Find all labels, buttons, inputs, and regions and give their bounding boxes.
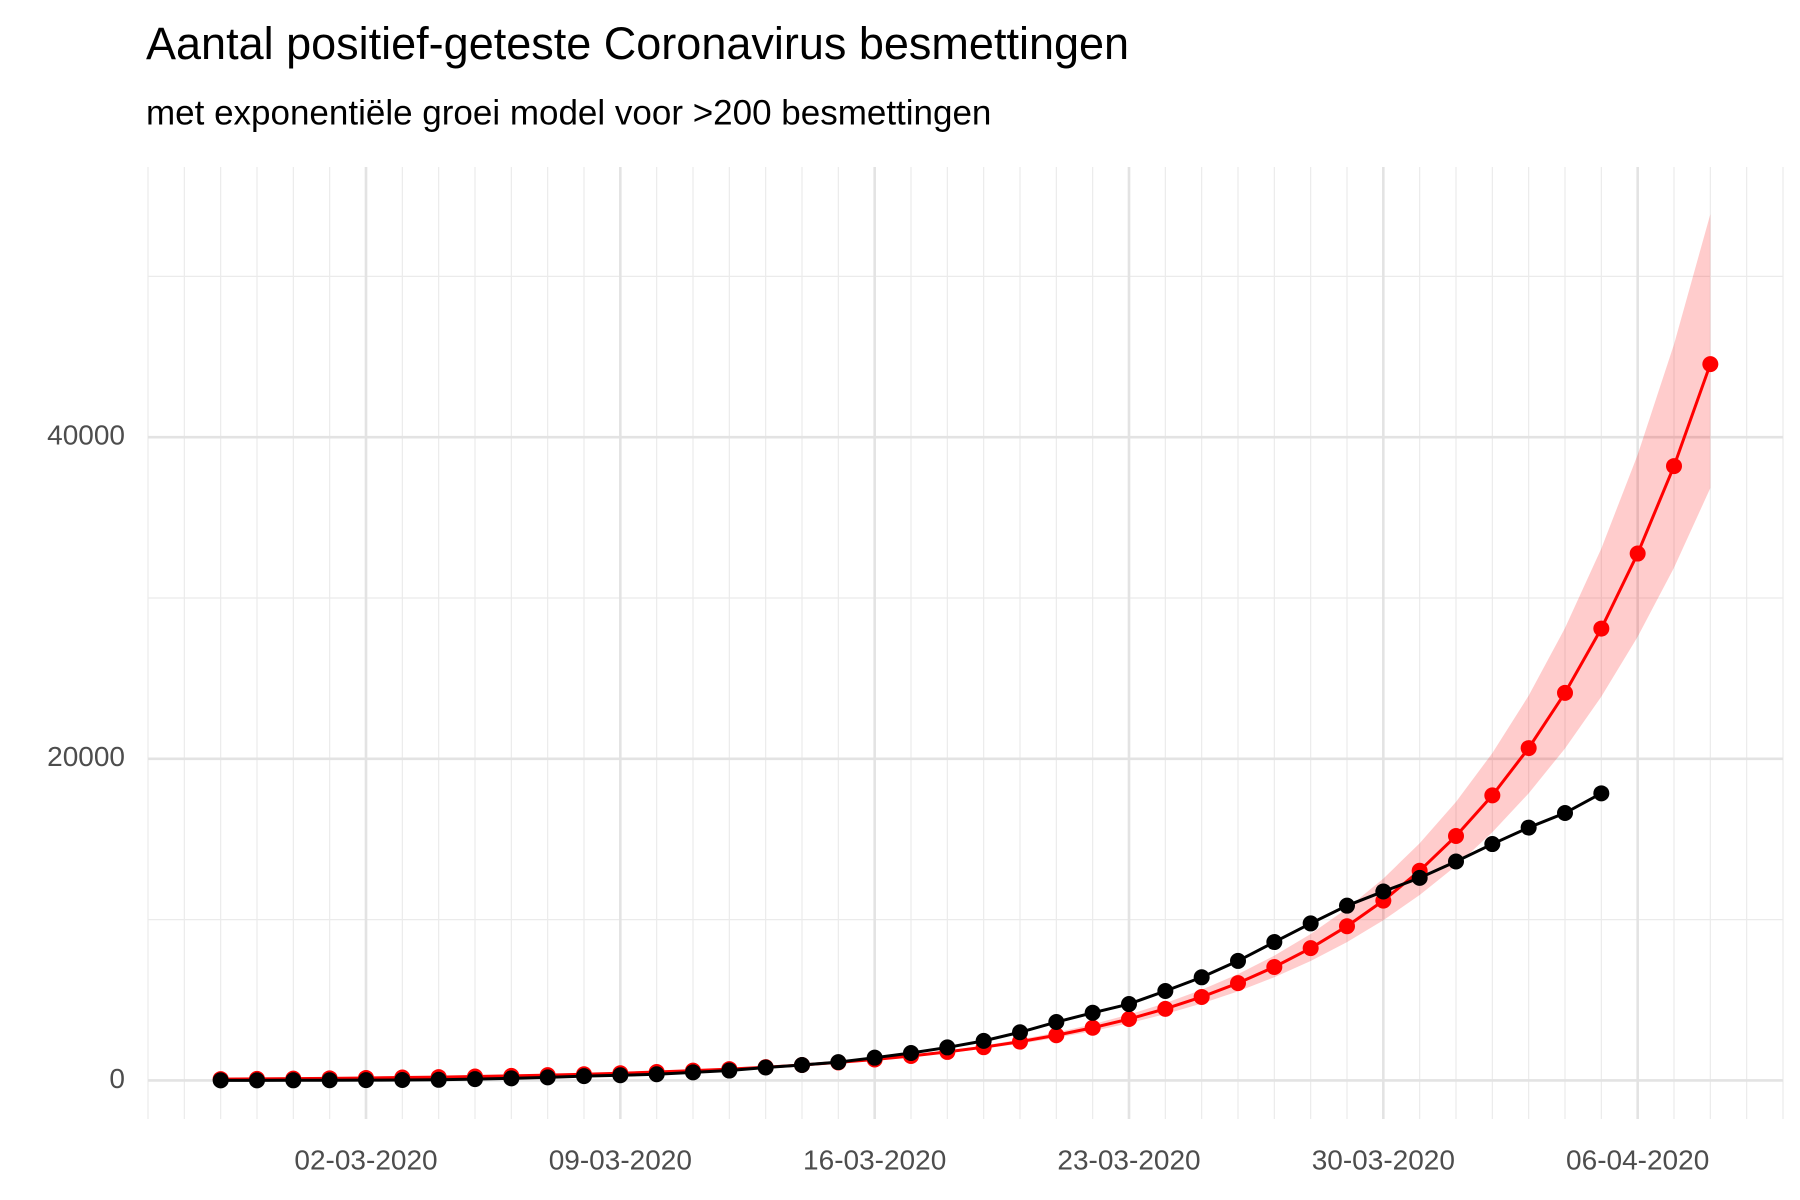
data-point: [1702, 356, 1719, 373]
data-point: [539, 1069, 556, 1086]
data-point: [830, 1054, 847, 1071]
series-line: [220, 363, 1712, 1081]
x-tick-label: 09-03-2020: [549, 1144, 692, 1175]
data-point: [1266, 934, 1283, 951]
data-point: [1557, 684, 1573, 701]
data-point: [503, 1070, 520, 1087]
data-point: [1520, 740, 1537, 757]
data-point: [1048, 1014, 1065, 1031]
data-point: [1084, 1004, 1101, 1021]
data-point: [430, 1071, 447, 1088]
data-point: [1593, 620, 1610, 637]
data-point: [212, 1072, 229, 1089]
data-point: [1520, 819, 1537, 836]
data-point: [1048, 1027, 1065, 1044]
data-point: [1121, 996, 1137, 1013]
x-tick-label: 02-03-2020: [294, 1144, 437, 1175]
data-point: [1375, 883, 1392, 900]
data-point: [757, 1059, 774, 1076]
data-point: [721, 1062, 738, 1079]
data-point: [1448, 853, 1464, 870]
data-point: [1448, 827, 1464, 844]
x-tick-label: 16-03-2020: [803, 1144, 946, 1175]
data-point: [1339, 918, 1355, 935]
data-point: [1302, 915, 1319, 932]
data-point: [1484, 836, 1501, 853]
x-tick-label: 06-04-2020: [1566, 1144, 1709, 1175]
axis-labels: 0 20000 40000 02-03-2020 09-03-2020 16-03-202…: [47, 420, 1709, 1176]
data-point: [1266, 958, 1283, 975]
data-point: [648, 1066, 665, 1083]
data-point: [1230, 975, 1246, 992]
data-point: [1193, 969, 1210, 986]
data-point: [612, 1067, 629, 1084]
data-point: [939, 1039, 956, 1056]
data-point: [1012, 1024, 1028, 1041]
chart-subtitle: met exponentiële groei model voor >200 b…: [146, 93, 991, 132]
data-point: [1411, 869, 1428, 886]
data-point: [1557, 805, 1573, 822]
y-tick-label: 40000: [47, 420, 125, 451]
confidence-ribbon: [220, 214, 1711, 1080]
x-tick-label: 30-03-2020: [1312, 1144, 1455, 1175]
data-point: [1157, 1000, 1174, 1017]
data-point: [1121, 1011, 1137, 1028]
plot-area: [212, 214, 1719, 1089]
data-point: [467, 1071, 483, 1088]
data-point: [975, 1032, 992, 1049]
grid: [147, 167, 1784, 1119]
x-tick-label: 23-03-2020: [1057, 1144, 1200, 1175]
data-point: [1193, 988, 1210, 1005]
data-point: [685, 1064, 701, 1081]
data-point: [1339, 897, 1355, 914]
data-point: [1302, 940, 1319, 957]
data-point: [903, 1044, 919, 1061]
data-point: [1157, 982, 1174, 999]
data-point: [866, 1049, 883, 1066]
data-point: [249, 1072, 265, 1089]
chart-title: Aantal positief-geteste Coronavirus besm…: [146, 18, 1129, 69]
data-point: [1230, 952, 1246, 969]
data-point: [358, 1072, 374, 1089]
y-tick-label: 20000: [47, 741, 125, 772]
data-point: [1484, 787, 1501, 804]
data-point: [576, 1068, 592, 1085]
y-tick-label: 0: [109, 1063, 125, 1094]
data-point: [321, 1072, 338, 1089]
data-point: [1084, 1019, 1101, 1036]
data-point: [1666, 458, 1682, 475]
data-point: [1593, 785, 1610, 802]
data-point: [794, 1056, 810, 1073]
data-point: [1629, 545, 1646, 562]
data-point: [285, 1072, 302, 1089]
data-point: [394, 1072, 411, 1089]
